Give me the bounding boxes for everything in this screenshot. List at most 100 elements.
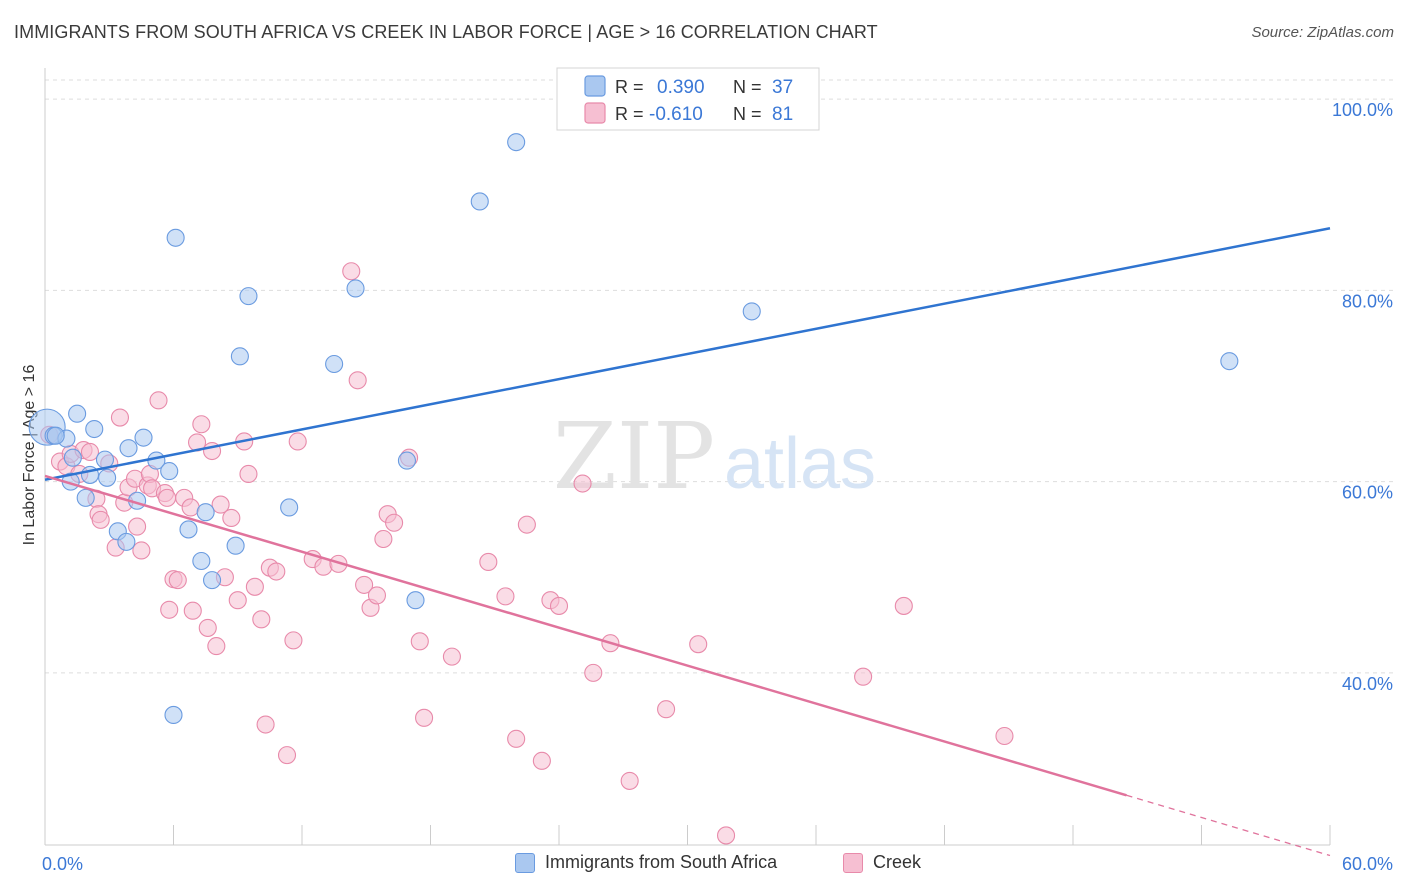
point-immigrants xyxy=(203,571,222,590)
legend-bottom: Immigrants from South Africa Creek xyxy=(0,852,1406,878)
point-creek xyxy=(160,600,179,619)
point-creek xyxy=(256,715,275,734)
point-creek xyxy=(267,562,286,581)
point-creek xyxy=(374,529,393,549)
point-creek xyxy=(239,464,258,484)
point-creek xyxy=(198,618,217,637)
legend-n-value-2: 81 xyxy=(772,104,793,125)
point-immigrants xyxy=(325,354,344,374)
point-creek xyxy=(894,596,913,615)
point-immigrants xyxy=(98,468,117,487)
point-immigrants xyxy=(117,532,136,551)
x-tick-label: 60.0% xyxy=(1342,854,1393,874)
watermark-zip: ZIP xyxy=(553,403,715,510)
point-creek xyxy=(517,515,536,534)
legend-r-value-2: -0.610 xyxy=(649,104,703,125)
point-immigrants xyxy=(239,287,258,306)
point-creek xyxy=(80,442,100,462)
point-immigrants xyxy=(397,451,416,470)
y-tick-label: 80.0% xyxy=(1342,291,1393,311)
point-creek xyxy=(348,371,367,390)
tick-labels: 40.0% 60.0% 80.0% 100.0% 0.0% 60.0% xyxy=(42,100,1393,874)
legend-n-value-1: 37 xyxy=(772,77,793,98)
point-creek xyxy=(158,488,177,507)
chart-title: IMMIGRANTS FROM SOUTH AFRICA VS CREEK IN… xyxy=(14,22,878,42)
point-immigrants xyxy=(85,419,104,439)
watermark-atlas: atlas xyxy=(724,424,876,504)
trend-line-creek-extension xyxy=(1126,794,1331,857)
point-creek xyxy=(584,663,603,682)
point-creek xyxy=(716,826,736,845)
y-tick-label: 100.0% xyxy=(1332,100,1393,120)
source-label: Source: ZipAtlas.com xyxy=(1251,24,1394,41)
point-creek xyxy=(689,635,708,654)
point-immigrants xyxy=(76,488,95,507)
point-immigrants xyxy=(406,591,425,610)
point-creek xyxy=(620,771,639,790)
point-immigrants xyxy=(68,404,87,423)
point-creek xyxy=(657,700,676,719)
point-creek xyxy=(245,577,264,596)
point-creek xyxy=(149,391,168,410)
legend-r-label-2: R = xyxy=(615,104,644,124)
legend-swatch-immigrants xyxy=(515,852,535,873)
y-tick-label: 40.0% xyxy=(1342,674,1393,694)
legend-n-label-2: N = xyxy=(733,104,762,124)
point-immigrants xyxy=(1220,352,1239,371)
legend-swatch-blue xyxy=(584,75,606,97)
point-creek xyxy=(288,432,307,451)
point-creek xyxy=(549,596,569,615)
point-creek xyxy=(222,508,241,528)
point-creek xyxy=(207,637,226,656)
y-tick-label: 60.0% xyxy=(1342,483,1393,503)
point-immigrants xyxy=(134,428,153,447)
point-immigrants xyxy=(196,503,215,522)
legend-item-creek: Creek xyxy=(843,852,921,873)
point-creek xyxy=(385,513,404,532)
point-immigrants xyxy=(470,192,489,211)
point-creek xyxy=(496,587,515,606)
point-creek xyxy=(355,575,374,594)
point-immigrants xyxy=(346,279,365,298)
point-creek xyxy=(277,746,297,765)
point-immigrants xyxy=(179,520,198,539)
point-immigrants xyxy=(280,498,299,517)
point-creek xyxy=(211,495,230,514)
legend-r-label-1: R = xyxy=(615,77,644,97)
point-immigrants xyxy=(230,347,249,366)
point-immigrants xyxy=(226,536,245,555)
point-creek xyxy=(442,647,461,666)
x-tick-label: 0.0% xyxy=(42,854,83,874)
point-creek xyxy=(995,726,1014,746)
point-immigrants xyxy=(46,426,65,445)
point-creek xyxy=(284,631,303,650)
point-creek xyxy=(181,498,200,517)
trend-line-immigrants xyxy=(44,226,1331,481)
legend-item-immigrants: Immigrants from South Africa xyxy=(515,852,777,873)
point-creek xyxy=(228,591,247,610)
point-creek xyxy=(91,510,110,529)
point-creek xyxy=(252,610,271,629)
point-creek xyxy=(415,708,434,727)
point-creek xyxy=(183,601,202,620)
point-creek xyxy=(192,415,211,434)
point-immigrants xyxy=(507,133,526,152)
legend-swatch-pink xyxy=(584,102,606,124)
point-creek xyxy=(132,541,151,560)
point-creek xyxy=(507,729,526,748)
legend-label-immigrants: Immigrants from South Africa xyxy=(545,852,778,872)
point-creek xyxy=(367,586,387,605)
point-creek xyxy=(342,262,361,281)
point-immigrants xyxy=(160,462,179,481)
point-immigrants xyxy=(119,439,138,458)
point-creek xyxy=(128,517,147,536)
legend-swatch-creek xyxy=(843,852,863,873)
point-creek xyxy=(168,571,187,590)
legend-r-value-1: 0.390 xyxy=(657,77,705,98)
point-immigrants xyxy=(63,448,82,467)
point-creek xyxy=(854,667,873,686)
axes xyxy=(44,68,1331,846)
point-immigrants xyxy=(164,705,183,725)
point-immigrants xyxy=(166,228,185,247)
point-immigrants xyxy=(192,551,211,571)
